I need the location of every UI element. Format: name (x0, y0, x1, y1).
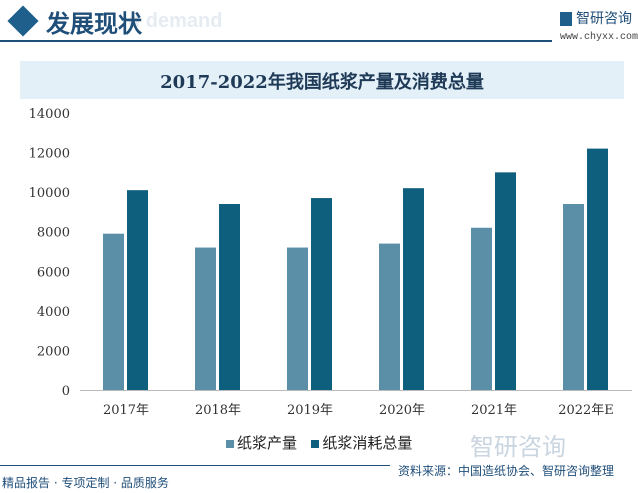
x-tick-label: 2019年 (287, 403, 333, 418)
logo-text: 智研咨询 (576, 11, 632, 27)
y-tick-label: 12000 (29, 147, 70, 162)
bar-production (195, 247, 216, 390)
x-tick-label: 2022年E (558, 403, 614, 418)
bar-production (471, 227, 492, 390)
legend-swatch-consumption (311, 439, 320, 448)
bar-production (379, 243, 400, 390)
footer-divider (0, 465, 390, 466)
chart-title-band: 2017-2022年我国纸浆产量及消费总量 (20, 61, 624, 99)
logo: 智研咨询 (560, 8, 632, 28)
footer-slogan: 精品报告 · 专项定制 · 品质服务 (2, 476, 169, 490)
y-tick-label: 10000 (29, 186, 70, 201)
bar-consumption (311, 198, 332, 390)
y-tick-label: 8000 (37, 226, 70, 241)
x-tick-label: 2021年 (471, 403, 517, 418)
bar-production (287, 247, 308, 390)
x-tick-label: 2020年 (379, 403, 425, 418)
x-tick-label: 2018年 (195, 403, 241, 418)
bar-consumption (219, 204, 240, 390)
legend-label-production: 纸浆产量 (237, 434, 298, 452)
bar-consumption (403, 188, 424, 390)
bar-consumption (127, 190, 148, 390)
legend-swatch-production (226, 439, 234, 448)
legend-label-consumption: 纸浆消耗总量 (322, 434, 413, 452)
page-title: 发展现状 (46, 10, 142, 38)
y-tick-label: 14000 (29, 107, 70, 122)
chart-title: 2017-2022年我国纸浆产量及消费总量 (160, 72, 484, 93)
bar-chart: 0 2000 4000 6000 8000 10000 12000 14000 2017年 201… (29, 107, 632, 418)
x-tick-label: 2017年 (103, 403, 149, 418)
bar-consumption (587, 148, 608, 390)
y-tick-label: 4000 (37, 305, 70, 320)
header-divider (0, 40, 552, 42)
logo-url: www.chyxx.com (560, 32, 638, 43)
bar-production (103, 233, 124, 390)
y-tick-label: 6000 (37, 265, 70, 280)
bar-consumption (495, 172, 516, 390)
source-note: 资料来源：中国造纸协会、智研咨询整理 (398, 464, 615, 478)
legend: 纸浆产量 纸浆消耗总量 (226, 432, 412, 453)
watermark-logo: 智研咨询 (470, 433, 566, 461)
bar-production (563, 204, 584, 390)
y-tick-label: 2000 (37, 344, 70, 359)
header-ghost-text: d demand (128, 10, 223, 32)
logo-icon (560, 12, 572, 26)
y-tick-label: 0 (62, 384, 70, 399)
